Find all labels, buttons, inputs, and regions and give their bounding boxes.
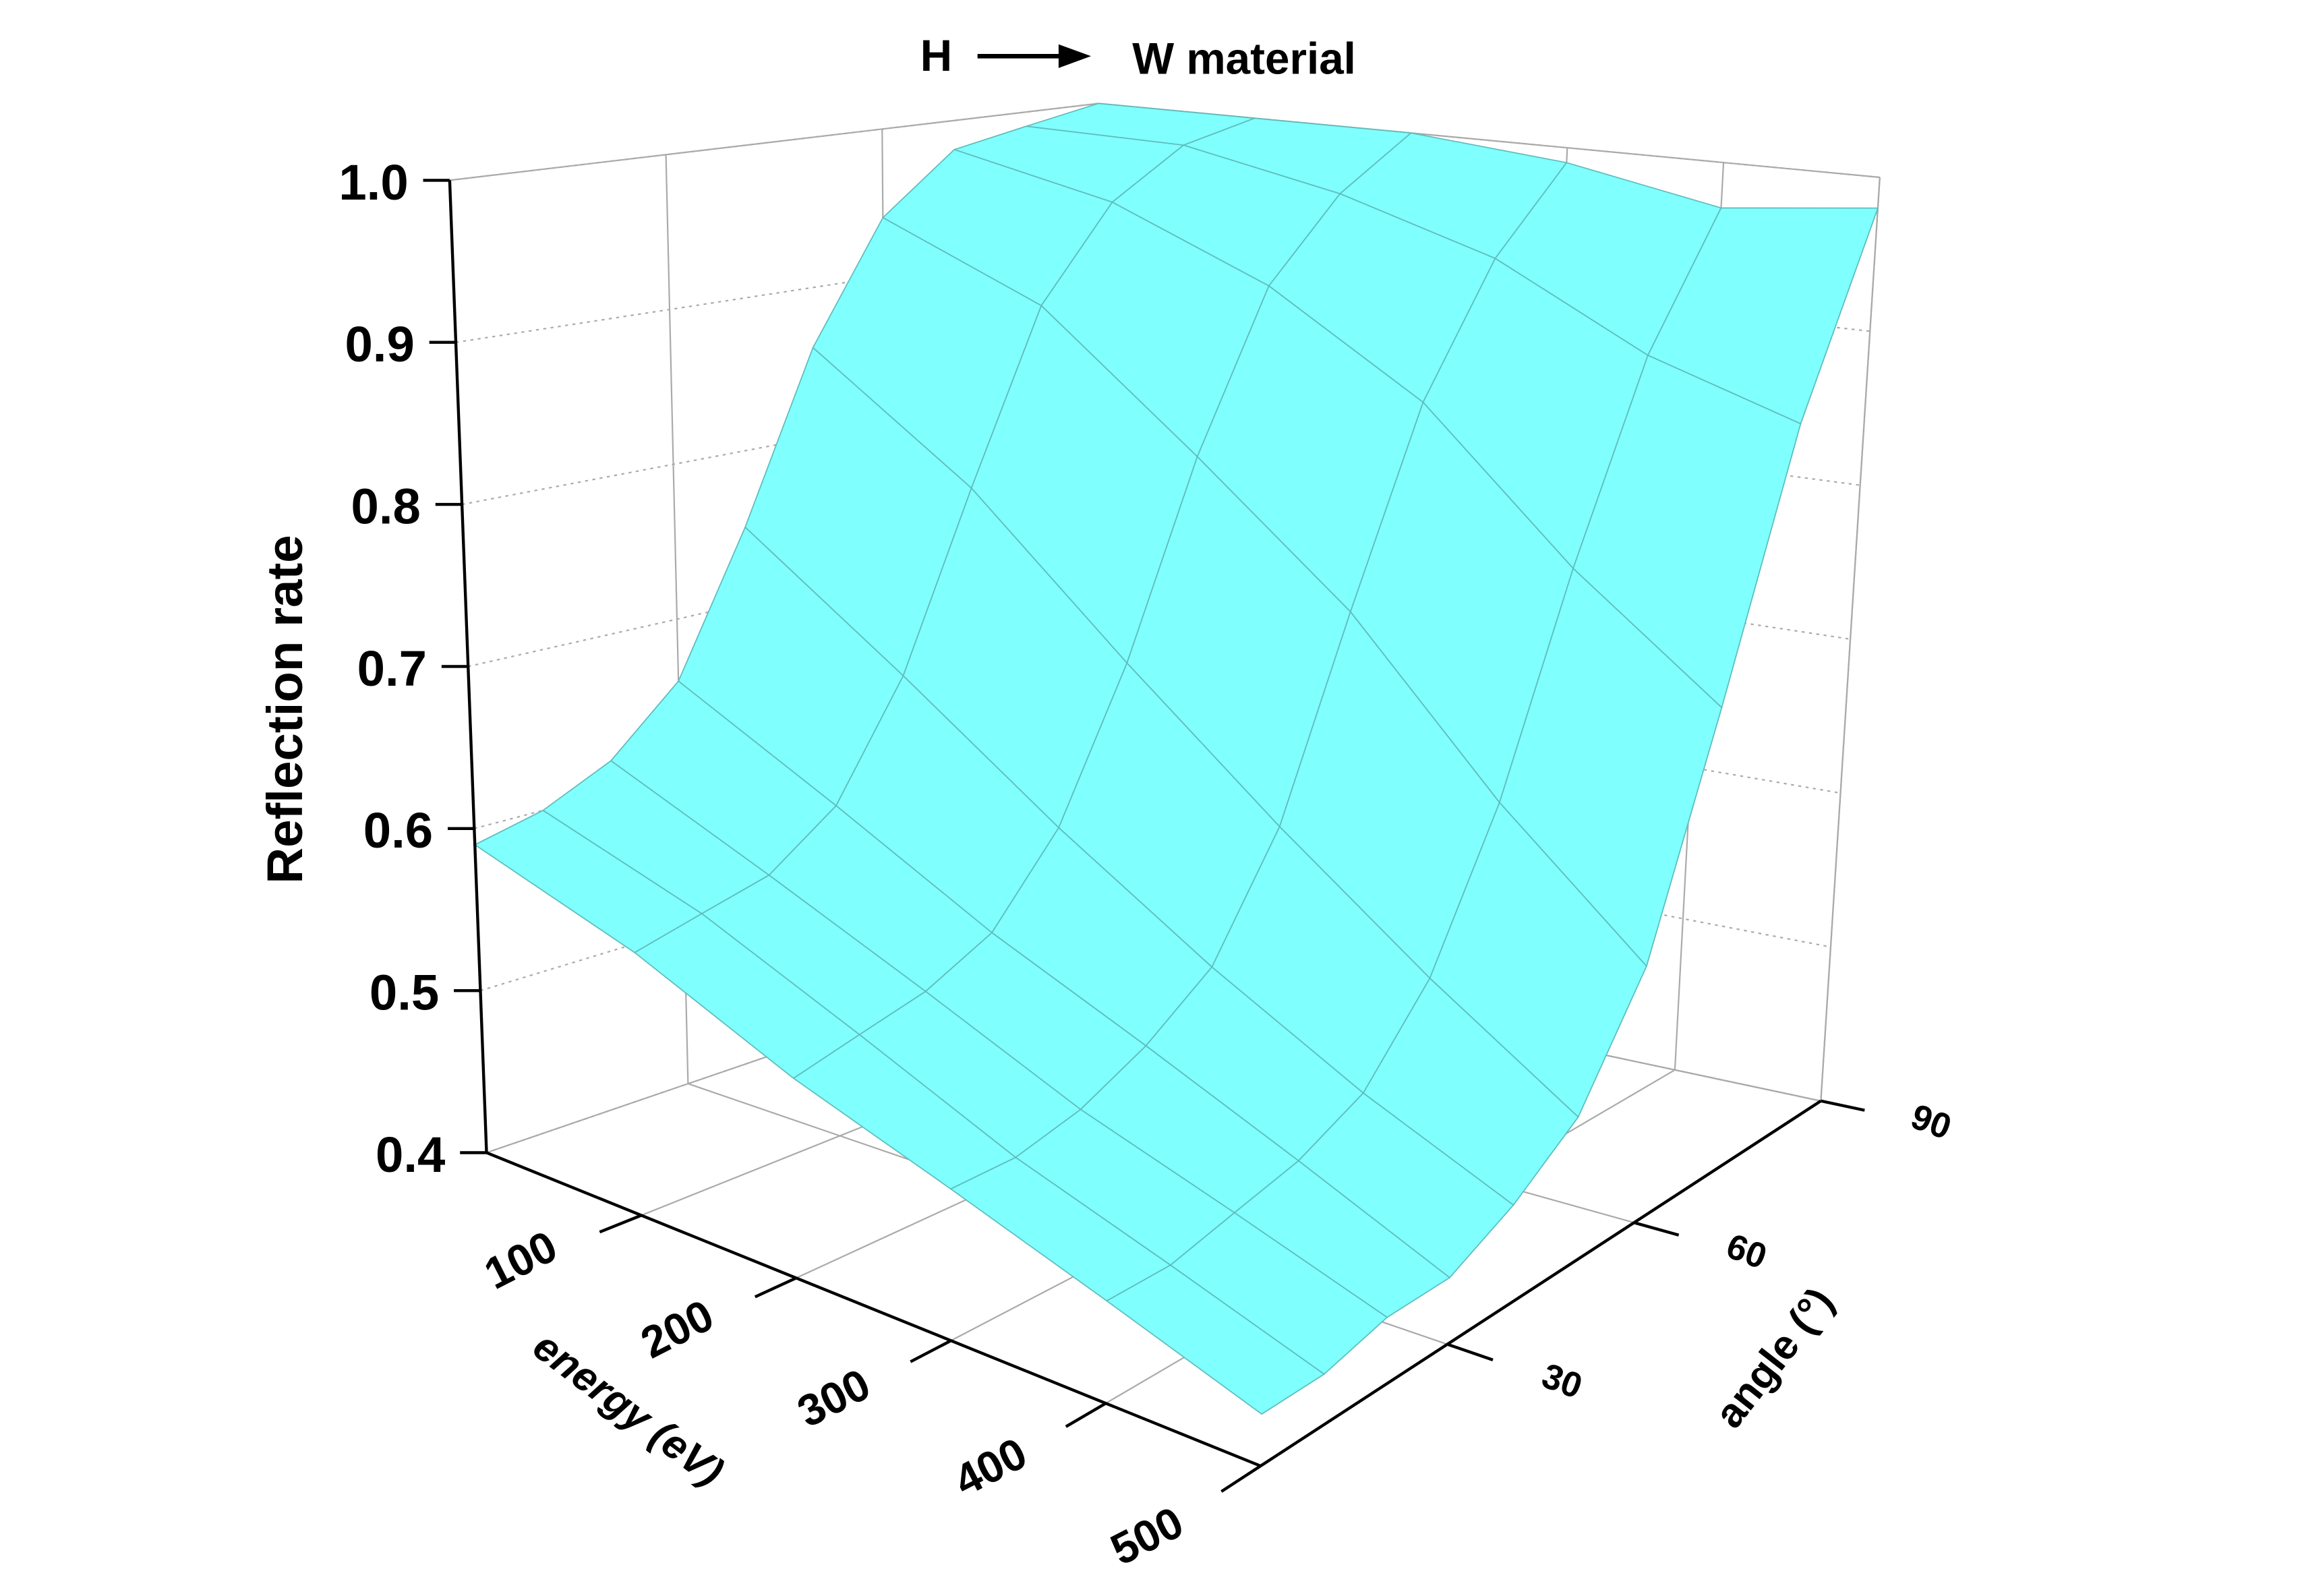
z-axis-title: Reflection rate (257, 535, 313, 883)
x-axis-title: energy (eV) (525, 1322, 732, 1494)
x-tick-label: 100 (477, 1221, 565, 1299)
x-tick-label: 400 (946, 1428, 1034, 1506)
z-tick-label: 0.5 (370, 965, 439, 1021)
surface-cell (1106, 1264, 1325, 1415)
y-tick (1633, 1221, 1680, 1237)
x-tick (754, 1276, 797, 1299)
title-right: W material (1132, 34, 1356, 83)
x-tick-label: 500 (1103, 1497, 1191, 1574)
z-tick-label: 1.0 (338, 154, 408, 210)
x-tick (910, 1339, 952, 1363)
y-tick-label: 30 (1537, 1355, 1587, 1407)
x-tick (1065, 1402, 1107, 1428)
x-grid-line (1820, 177, 1881, 1101)
z-grid-line (1098, 102, 1880, 179)
y-tick-label: 90 (1906, 1096, 1956, 1148)
y-tick-label: 60 (1721, 1226, 1772, 1277)
x-tick-label: 300 (790, 1359, 878, 1437)
x-axis (485, 1151, 1262, 1468)
z-tick-label: 0.9 (345, 316, 414, 372)
z-tick-label: 0.8 (351, 478, 421, 534)
x-tick-label: 200 (633, 1290, 721, 1367)
y-axis-title: angle (°) (1706, 1279, 1843, 1436)
y-tick (1820, 1099, 1865, 1112)
title-left: H (920, 31, 952, 80)
y-axis (1260, 1099, 1822, 1467)
z-axis (448, 180, 488, 1153)
title-arrowhead (1058, 44, 1092, 68)
z-tick-label: 0.4 (376, 1127, 445, 1183)
y-tick (1446, 1342, 1494, 1361)
x-tick (1220, 1465, 1262, 1493)
x-tick (599, 1214, 642, 1234)
z-grid-line (449, 102, 1099, 181)
z-tick-label: 0.6 (363, 802, 433, 858)
z-tick-label: 0.7 (357, 641, 427, 697)
